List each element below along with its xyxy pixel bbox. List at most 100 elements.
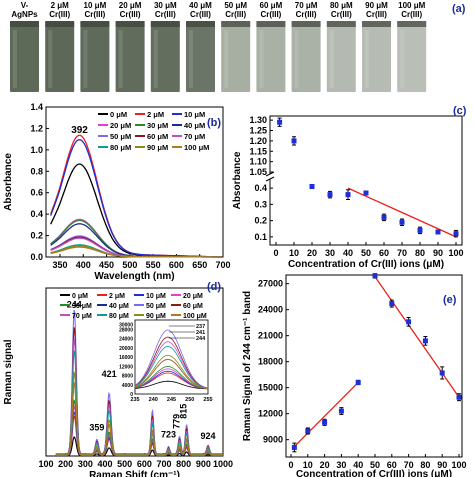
vial: [150, 21, 180, 92]
x-tick-label: 30: [325, 248, 335, 258]
inset-peak-label: 241: [196, 330, 205, 336]
y-tick-label: 18000: [258, 357, 283, 367]
y-tick-label: 1.2: [30, 123, 43, 133]
x-tick-label: 700: [156, 459, 171, 469]
y-axis-label: Raman signal: [3, 339, 14, 404]
vial-rim: [45, 21, 75, 27]
panel-d-raman-chart: 100 200 300 400 500 600 700 800 900 1000 244 359 421…: [3, 281, 233, 477]
peak-label: 924: [201, 431, 216, 441]
inset-peak-label: 237: [196, 324, 205, 330]
vial-label-line2: Cr(III): [84, 10, 105, 19]
inset-y-tick-label: 28000: [119, 327, 133, 333]
inset-series-line: [134, 336, 209, 389]
vial: [362, 21, 391, 92]
vial-glare: [153, 30, 158, 88]
vial-label-line1: 50 μM: [224, 1, 247, 10]
panel-letter: (d): [207, 281, 221, 293]
panel-c-absorbance-scatter: 0 10 20 30 40 50 60 70 80 90 1001.051.101.151.201.…: [232, 105, 467, 270]
vial-label-line2: Cr(III): [120, 10, 141, 19]
y-tick-label: 0.2: [254, 216, 267, 226]
inset-y-tick-label: 24000: [119, 337, 133, 343]
legend-label: 80 μM: [109, 313, 129, 320]
y-tick-label: 1.25: [249, 126, 267, 136]
inset-x-tick-label: 240: [149, 397, 158, 403]
inset-y-tick-label: 12000: [119, 364, 133, 370]
peak-label: 421: [102, 369, 117, 379]
y-tick-label: 1.0: [30, 145, 43, 155]
x-tick-label: 30: [336, 460, 346, 470]
legend-label: 0 μM: [110, 110, 127, 119]
x-tick-label: 1000: [213, 459, 233, 469]
vial-label-line2: Cr(III): [401, 10, 422, 19]
y-tick-label: 21000: [258, 331, 283, 341]
y-tick-label: 15000: [258, 383, 283, 393]
vial-label-line1: 100 μM: [398, 1, 425, 10]
inset-peak-label: 244: [196, 336, 206, 342]
x-tick-label: 400: [97, 459, 112, 469]
x-tick-label: 400: [76, 260, 91, 270]
peak-label: 359: [89, 422, 104, 432]
vial: [256, 21, 286, 92]
series-line: [50, 163, 223, 258]
vial-rim: [291, 21, 321, 27]
y-tick-label: 0.2: [30, 231, 43, 241]
data-point: [372, 273, 378, 279]
vial: [326, 21, 356, 92]
vial-rim: [256, 21, 286, 27]
peak-label: 392: [71, 125, 88, 136]
vial-label-line1: 60 μM: [260, 1, 283, 10]
x-tick-label: 10: [289, 248, 299, 258]
y-tick-label: 1.15: [249, 146, 267, 156]
data-point: [363, 190, 369, 196]
panel-e-raman-scatter: 0 10 20 30 40 50 60 70 80 90 100 9000 12000 15000 1800…: [242, 273, 467, 477]
x-tick-label: 50: [361, 248, 371, 258]
panel-letter: (b): [207, 117, 221, 129]
vial-label-line2: Cr(III): [296, 10, 317, 19]
legend-label: 10 μM: [146, 293, 166, 300]
vial: [221, 21, 251, 92]
inset-y-tick-label: 20000: [119, 346, 133, 352]
x-tick-label: 300: [78, 459, 93, 469]
vial-label-line1: 40 μM: [189, 1, 212, 10]
vial-label-line1: 10 μM: [84, 1, 107, 10]
x-tick-label: 60: [387, 460, 397, 470]
data-point: [338, 408, 344, 414]
x-axis-label: Raman Shift (cm⁻¹): [89, 470, 180, 477]
inset-x-tick-label: 255: [203, 397, 212, 403]
legend-label: 20 μM: [183, 293, 203, 300]
data-point: [291, 138, 297, 144]
vial-rim: [326, 21, 356, 27]
x-tick-label: 10: [303, 460, 313, 470]
legend-label: 100 μM: [183, 313, 207, 320]
data-point: [381, 214, 387, 220]
vial-label-line1: 80 μM: [330, 1, 353, 10]
series-line: [50, 223, 223, 258]
vial-rim: [186, 21, 215, 27]
x-tick-label: 0: [288, 460, 293, 470]
vial-label-line2: Cr(III): [49, 10, 70, 19]
vial: [45, 21, 75, 92]
data-point: [439, 370, 445, 376]
y-tick-label: 24000: [258, 305, 283, 315]
y-tick-label: 0.8: [30, 166, 43, 176]
axis-break-gap: [266, 174, 274, 179]
y-tick-label: 1.4: [30, 102, 43, 112]
vial-label-line1: 70 μM: [295, 1, 318, 10]
series-line: [50, 246, 223, 258]
vial-glare: [259, 30, 264, 88]
y-tick-label: 1.20: [249, 136, 267, 146]
x-tick-label: 600: [137, 459, 152, 469]
x-tick-label: 0: [273, 248, 278, 258]
y-tick-label: 1.05: [249, 167, 267, 177]
y-tick-label: 0.1: [254, 232, 267, 242]
series-line: [50, 139, 223, 258]
vial-rim: [10, 21, 39, 27]
vial-glare: [189, 30, 193, 88]
x-tick-label: 70: [404, 460, 414, 470]
inset-series-line: [134, 341, 209, 389]
vial: [291, 21, 321, 92]
inset-x-tick-label: 250: [185, 397, 194, 403]
data-point: [453, 231, 459, 237]
